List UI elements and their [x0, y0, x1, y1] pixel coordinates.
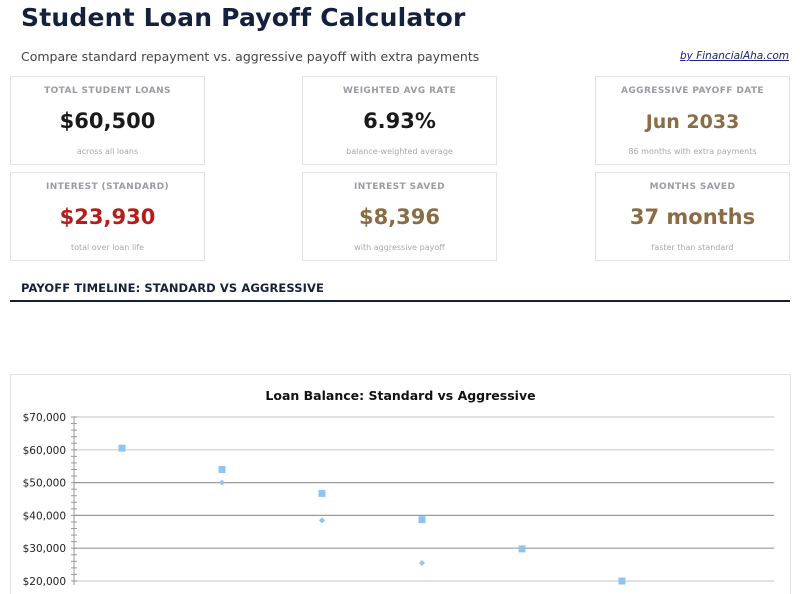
section-title: PAYOFF TIMELINE: STANDARD VS AGGRESSIVE: [21, 281, 324, 295]
byline-link[interactable]: by FinancialAha.com: [680, 50, 789, 62]
aggressive-point: [419, 559, 425, 566]
card-label: INTEREST (STANDARD): [45, 182, 170, 192]
card-weighted-rate: WEIGHTED AVG RATE 6.93% balance-weighted…: [302, 76, 497, 165]
card-value: $60,500: [59, 109, 156, 133]
card-label: INTEREST SAVED: [353, 182, 446, 192]
standard-point: [318, 489, 326, 497]
aggressive-point: [319, 517, 325, 524]
card-value: Jun 2033: [645, 111, 740, 133]
chart-title: Loan Balance: Standard vs Aggressive: [265, 388, 536, 403]
card-interest-saved: INTEREST SAVED $8,396 with aggressive pa…: [302, 172, 497, 261]
card-value: 37 months: [629, 205, 756, 229]
card-sub: faster than standard: [651, 243, 734, 252]
card-sub: with aggressive payoff: [354, 243, 445, 252]
aggressive-point: [219, 479, 225, 486]
page-title: Student Loan Payoff Calculator: [21, 3, 466, 32]
card-sub: across all loans: [76, 147, 139, 156]
y-tick-label: $30,000: [23, 543, 66, 555]
card-value: $23,930: [59, 205, 156, 229]
balance-chart: Loan Balance: Standard vs Aggressive: [10, 374, 791, 594]
card-label: TOTAL STUDENT LOANS: [44, 86, 171, 96]
standard-point: [518, 545, 526, 553]
card-sub: total over loan life: [70, 243, 145, 252]
card-interest-standard: INTEREST (STANDARD) $23,930 total over l…: [10, 172, 205, 261]
card-sub: balance-weighted average: [346, 147, 453, 156]
y-tick-label: $50,000: [23, 478, 66, 490]
y-tick-label: $70,000: [23, 412, 66, 424]
card-months-saved: MONTHS SAVED 37 months faster than stand…: [595, 172, 790, 261]
card-label: WEIGHTED AVG RATE: [342, 86, 457, 96]
card-payoff-date: AGGRESSIVE PAYOFF DATE Jun 2033 86 month…: [595, 76, 790, 165]
card-value: 6.93%: [363, 109, 436, 133]
page-subtitle: Compare standard repayment vs. aggressiv…: [21, 49, 480, 64]
standard-point: [218, 465, 226, 473]
standard-point: [118, 444, 126, 452]
card-sub: 86 months with extra payments: [628, 147, 757, 156]
card-label: AGGRESSIVE PAYOFF DATE: [621, 86, 764, 96]
card-label: MONTHS SAVED: [649, 182, 736, 192]
card-total-loans: TOTAL STUDENT LOANS $60,500 across all l…: [10, 76, 205, 165]
y-tick-label: $60,000: [23, 445, 66, 457]
y-tick-label: $40,000: [23, 510, 66, 522]
y-tick-label: $20,000: [23, 576, 66, 588]
card-value: $8,396: [358, 205, 441, 229]
standard-point: [418, 516, 426, 524]
section-divider: [10, 300, 790, 302]
standard-point: [618, 577, 626, 585]
